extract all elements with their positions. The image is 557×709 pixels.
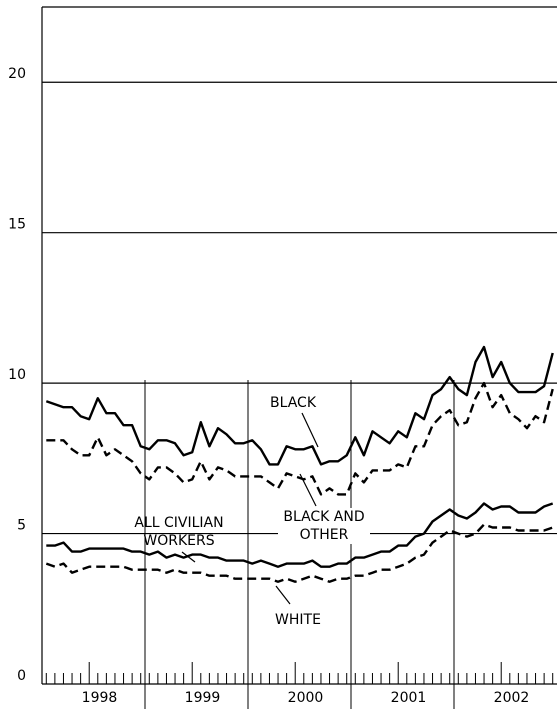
annotation-arrow bbox=[301, 412, 319, 448]
y-tick-label: 10 bbox=[8, 367, 26, 383]
series-line bbox=[46, 381, 554, 496]
x-tick-label: 2001 bbox=[391, 690, 427, 706]
series-line bbox=[46, 502, 554, 568]
y-tick-label: 20 bbox=[8, 66, 26, 82]
series-label: ALL CIVILIAN WORKERS bbox=[134, 515, 224, 549]
series-label: BLACK bbox=[262, 394, 324, 412]
y-tick-label: 15 bbox=[8, 217, 26, 233]
x-tick-label: 2002 bbox=[494, 690, 530, 706]
x-tick-label: 1998 bbox=[82, 690, 118, 706]
annotation-arrow bbox=[275, 585, 291, 605]
y-tick-label: 5 bbox=[17, 518, 26, 534]
series-label: WHITE bbox=[264, 611, 332, 629]
series-line bbox=[45, 523, 554, 583]
series-line bbox=[45, 345, 554, 466]
x-tick-label: 1999 bbox=[185, 690, 221, 706]
y-tick-label: 0 bbox=[17, 668, 26, 684]
series-label: BLACK AND OTHER bbox=[278, 508, 370, 544]
x-tick-label: 2000 bbox=[288, 690, 324, 706]
